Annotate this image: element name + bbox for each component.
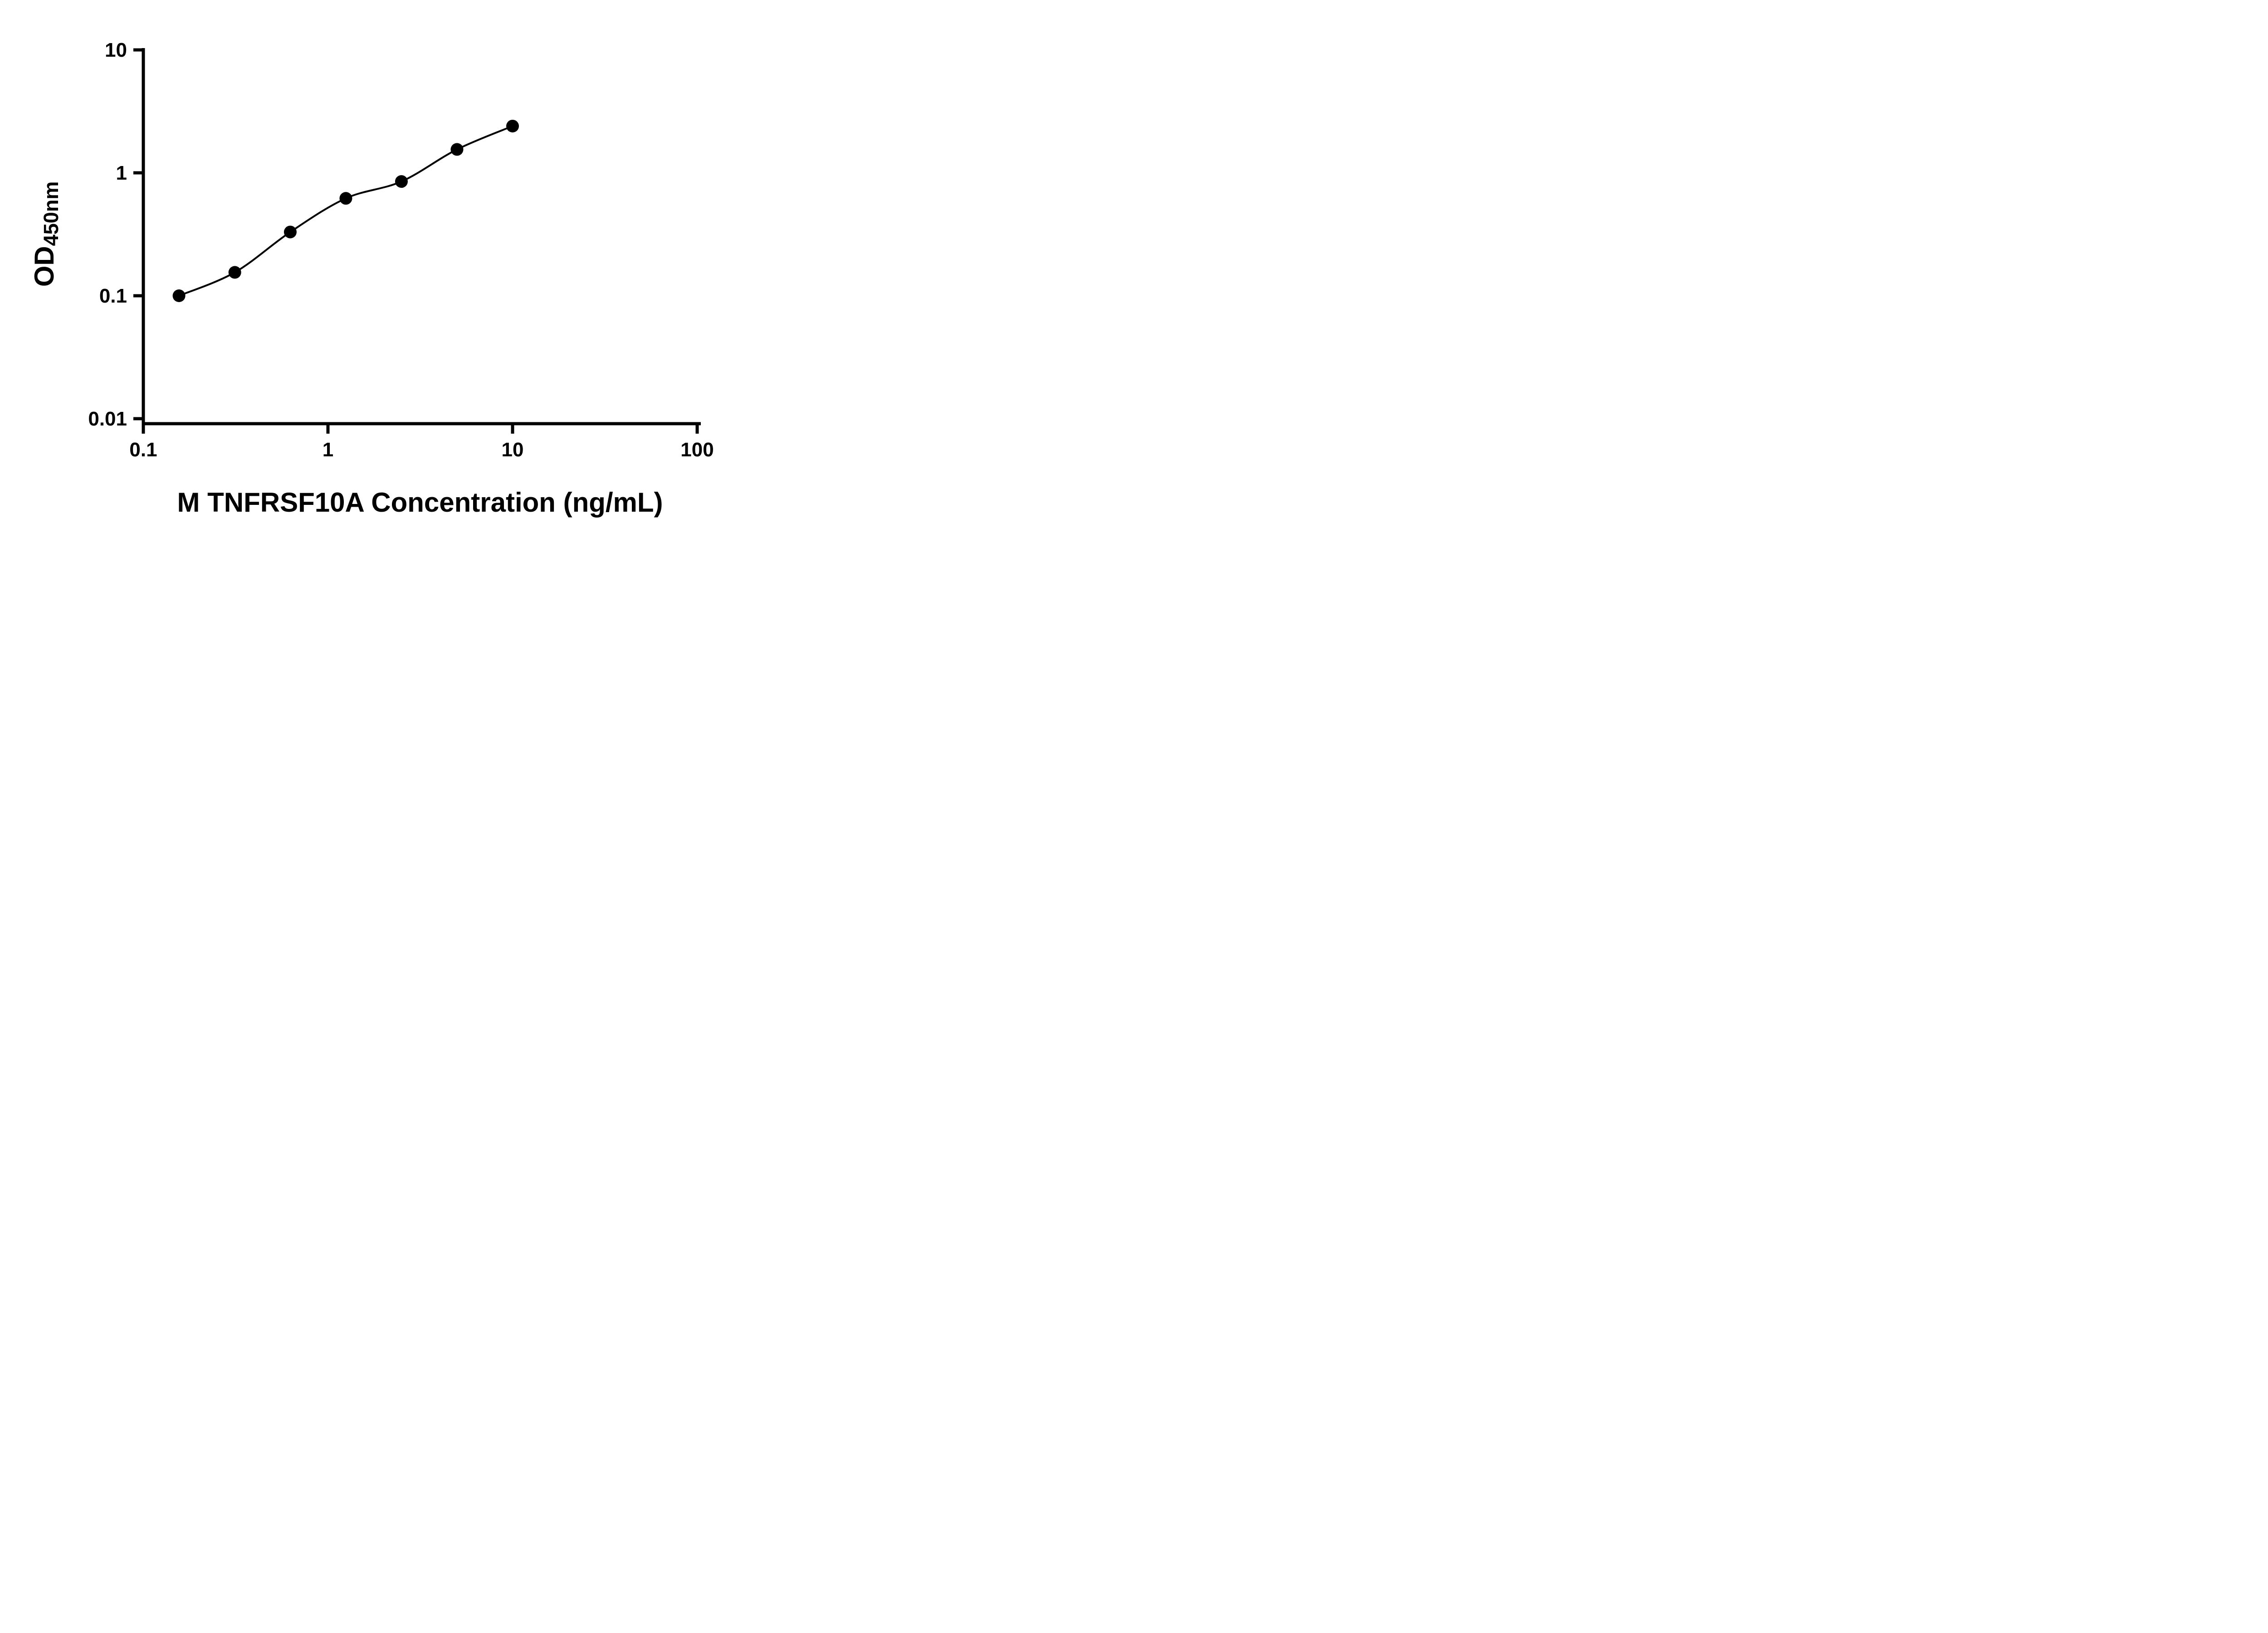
y-axis-title-main: OD xyxy=(29,246,59,287)
data-point xyxy=(172,289,186,302)
data-point xyxy=(395,175,408,188)
elisa-standard-curve-figure: 0.1 1 10 100 0.01 0.1 1 10 M TNFRSF10A Concentr… xyxy=(0,0,770,544)
y-tick-label: 1 xyxy=(116,162,127,184)
x-axis-title: M TNFRSF10A Concentration (ng/mL) xyxy=(177,487,663,518)
data-point xyxy=(506,119,519,132)
y-tick-label: 10 xyxy=(105,39,127,61)
x-tick-label: 10 xyxy=(502,439,524,461)
y-axis-title: OD450nm xyxy=(29,181,63,287)
data-point xyxy=(228,266,241,279)
data-point xyxy=(450,143,464,156)
data-point xyxy=(339,192,352,205)
y-axis-title-subscript: 450nm xyxy=(39,181,63,246)
y-tick-label: 0.1 xyxy=(99,285,127,307)
x-tick-label: 1 xyxy=(323,439,333,461)
data-point xyxy=(284,225,297,239)
x-tick-label: 100 xyxy=(680,439,714,461)
y-tick-label: 0.01 xyxy=(88,408,127,430)
x-tick-label: 0.1 xyxy=(129,439,157,461)
